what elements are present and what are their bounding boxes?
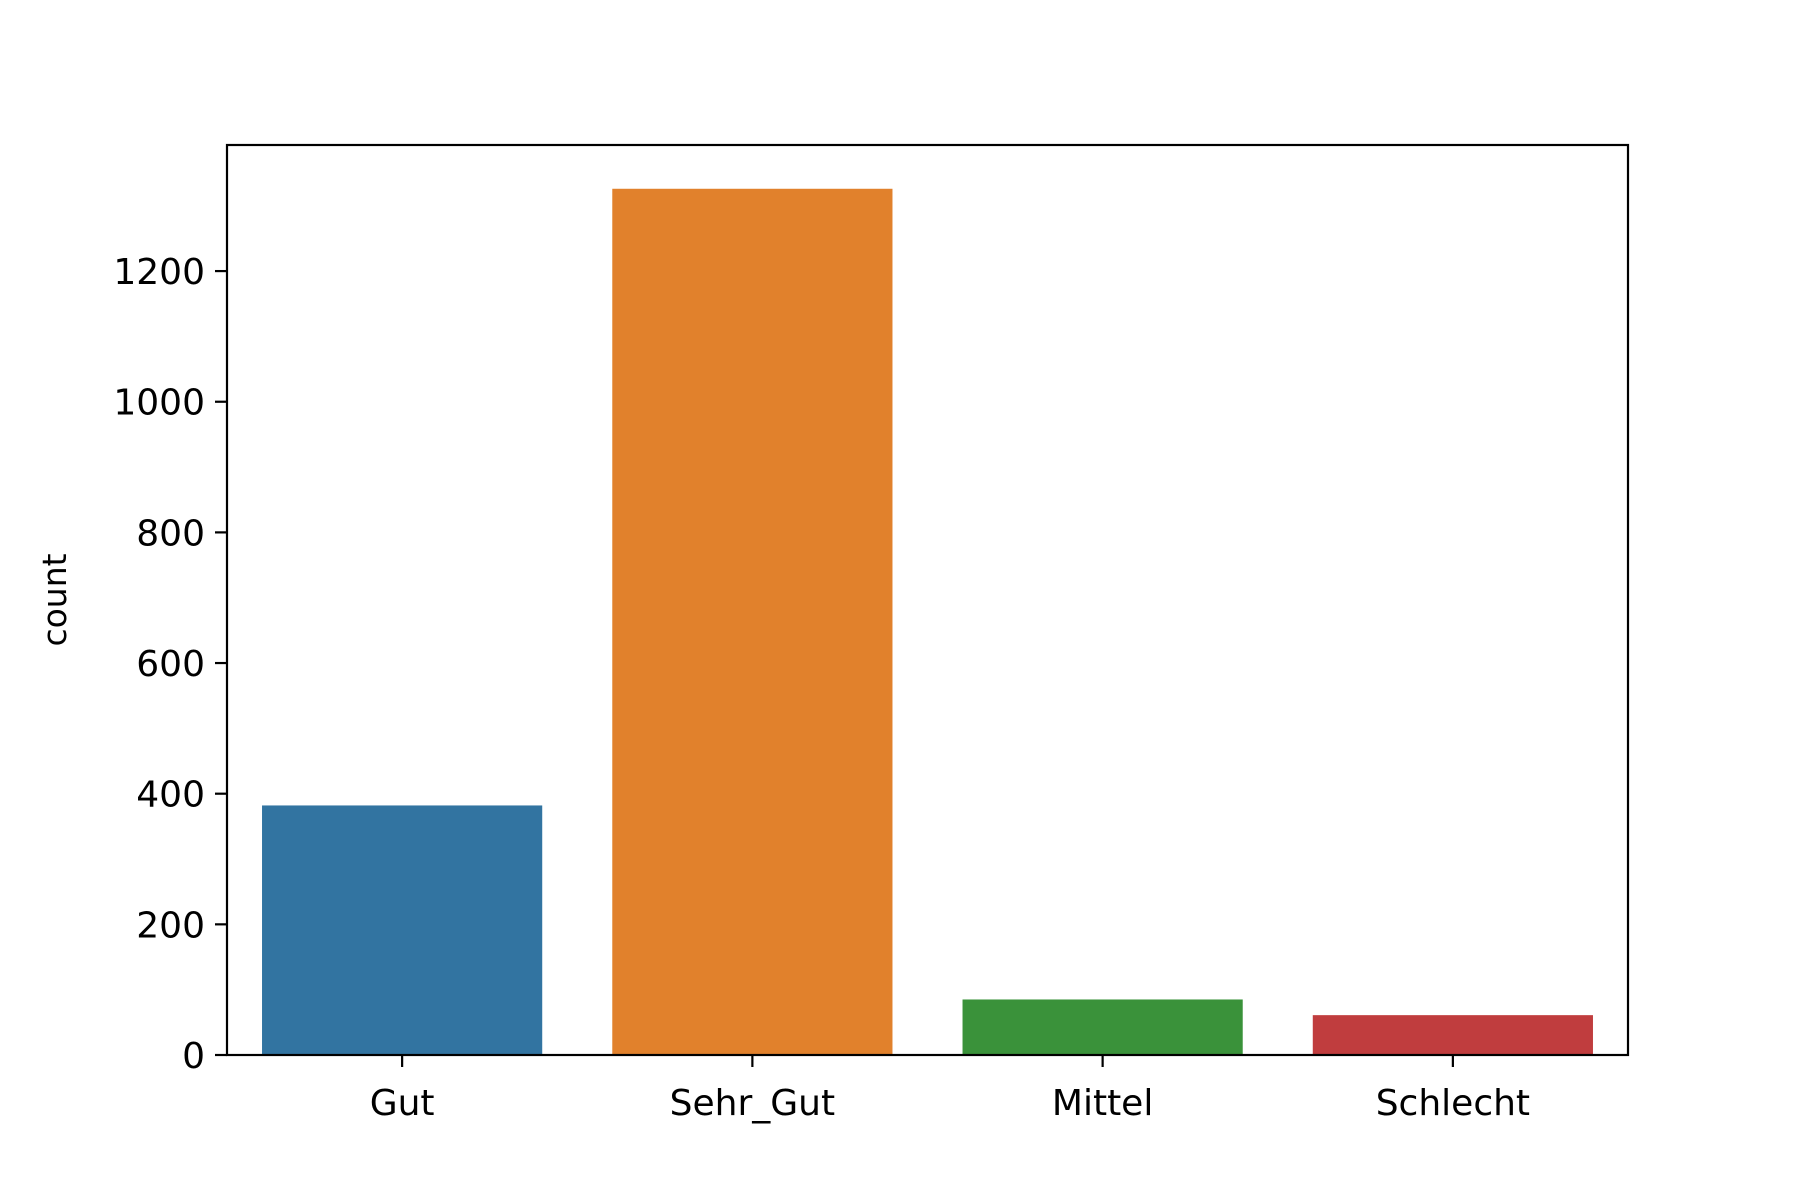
bars-layer bbox=[262, 188, 1593, 1055]
y-tick-label: 400 bbox=[136, 775, 205, 816]
y-tick-label: 1200 bbox=[113, 252, 205, 293]
bar-mittel bbox=[962, 999, 1243, 1055]
x-axis: Gut Sehr_Gut Mittel Schlecht bbox=[370, 1055, 1530, 1124]
x-tick-label: Gut bbox=[370, 1083, 435, 1124]
y-axis: 0 200 400 600 800 1000 1200 bbox=[113, 252, 227, 1077]
bar-gut bbox=[262, 805, 543, 1055]
y-axis-label: count bbox=[35, 553, 74, 646]
bar-schlecht bbox=[1312, 1015, 1593, 1055]
x-tick-label: Sehr_Gut bbox=[670, 1083, 835, 1124]
x-tick-label: Mittel bbox=[1052, 1083, 1153, 1124]
y-tick-label: 200 bbox=[136, 905, 205, 946]
y-tick-label: 600 bbox=[136, 644, 205, 685]
x-tick-label: Schlecht bbox=[1376, 1083, 1530, 1124]
y-tick-label: 800 bbox=[136, 513, 205, 554]
y-tick-label: 1000 bbox=[113, 383, 205, 424]
bar-sehr-gut bbox=[612, 188, 893, 1055]
plot-frame bbox=[225, 143, 1630, 1057]
y-tick-label: 0 bbox=[182, 1036, 205, 1077]
